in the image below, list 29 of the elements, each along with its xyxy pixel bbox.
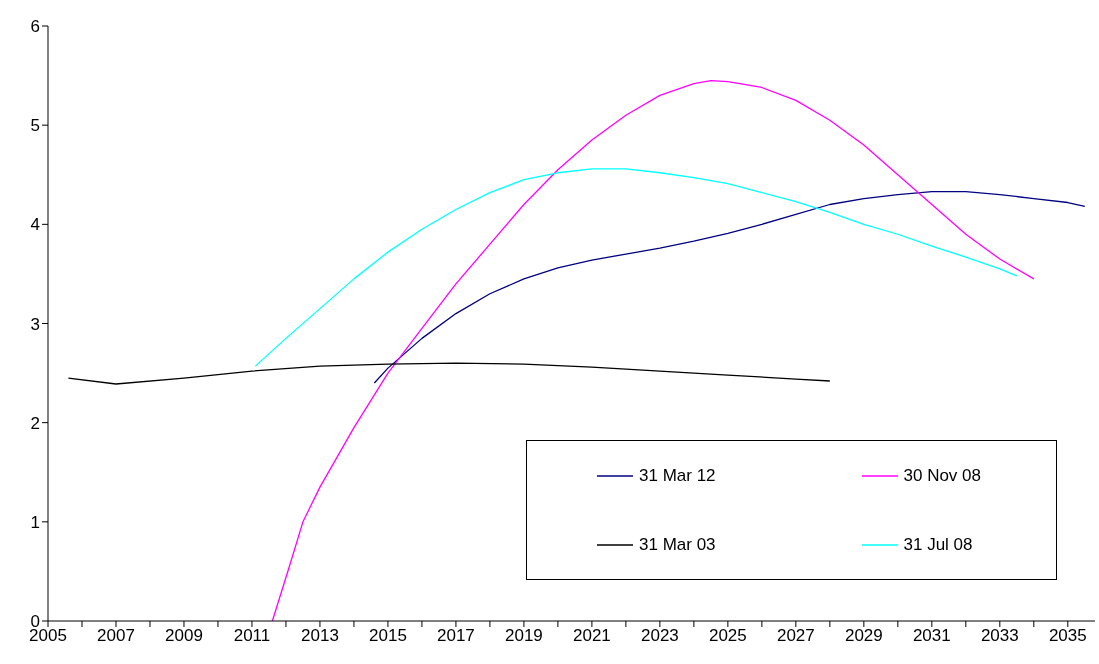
x-tick-label: 2029 [844,626,883,646]
line-series [67,362,831,385]
y-tick-label: 6 [30,17,40,37]
line-series [254,168,1018,367]
legend-label: 30 Nov 08 [903,465,981,486]
x-tick-label: 2031 [912,626,951,646]
y-tick-label: 4 [30,215,40,235]
x-tick-label: 2007 [97,626,135,646]
x-tick-label: 2009 [165,626,203,646]
x-tick-label: 2035 [1048,626,1087,646]
legend-label: 31 Mar 03 [639,534,716,555]
x-tick-label: 2011 [233,626,271,646]
x-tick-label: 2023 [640,626,679,646]
x-tick-label: 2019 [505,626,543,646]
x-tick-label: 2033 [980,626,1019,646]
x-tick-label: 2015 [369,626,407,646]
x-tick-label: 2027 [776,626,815,646]
legend-label: 31 Mar 12 [639,465,716,486]
y-tick-label: 2 [30,413,40,433]
x-tick-label: 2013 [301,626,339,646]
y-tick-label: 1 [30,512,40,532]
y-tick-label: 3 [30,314,40,334]
x-tick-label: 2025 [708,626,747,646]
line-series [373,190,1086,384]
y-tick-label: 5 [30,116,40,136]
legend-label: 31 Jul 08 [903,534,973,555]
x-tick-label: 2017 [437,626,475,646]
line-series [271,79,1035,621]
x-tick-label: 2021 [572,626,611,646]
